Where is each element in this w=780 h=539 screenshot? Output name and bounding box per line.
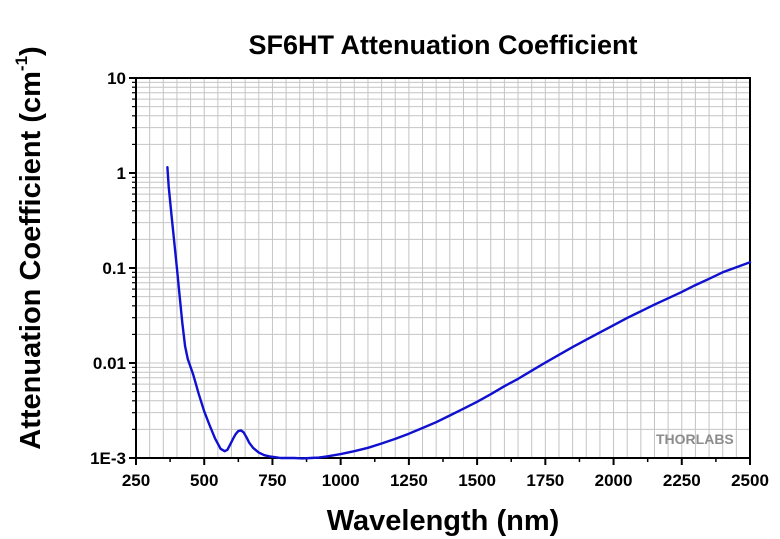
y-tick-label: 0.1 — [102, 259, 126, 278]
x-tick-label: 1750 — [526, 471, 564, 490]
y-tick-label: 10 — [107, 69, 126, 88]
y-tick-label: 0.01 — [93, 354, 126, 373]
y-tick-label: 1E-3 — [90, 449, 126, 468]
x-tick-label: 2250 — [663, 471, 701, 490]
grid — [136, 78, 750, 458]
chart-title: SF6HT Attenuation Coefficient — [249, 30, 638, 60]
tick-labels: 250 500 750 1000 1250 1500 1750 2000 2250 2500 1E-… — [90, 69, 769, 490]
x-axis-label: Wavelength (nm) — [327, 505, 560, 537]
x-tick-label: 750 — [258, 471, 286, 490]
y-axis-label: Attenuation Coefficient (cm-1) — [12, 46, 47, 449]
x-tick-label: 2500 — [731, 471, 769, 490]
x-tick-label: 500 — [190, 471, 218, 490]
axis-ticks — [129, 77, 751, 465]
series-line — [166, 166, 752, 460]
x-tick-label: 2000 — [595, 471, 633, 490]
svg-text:THORLABS: THORLABS — [656, 431, 734, 447]
x-tick-label: 250 — [122, 471, 150, 490]
x-tick-label: 1000 — [322, 471, 360, 490]
x-tick-label: 1500 — [458, 471, 496, 490]
x-tick-label: 1250 — [390, 471, 428, 490]
y-tick-label: 1 — [117, 164, 126, 183]
thorlabs-logo: THORLABS — [656, 431, 734, 447]
